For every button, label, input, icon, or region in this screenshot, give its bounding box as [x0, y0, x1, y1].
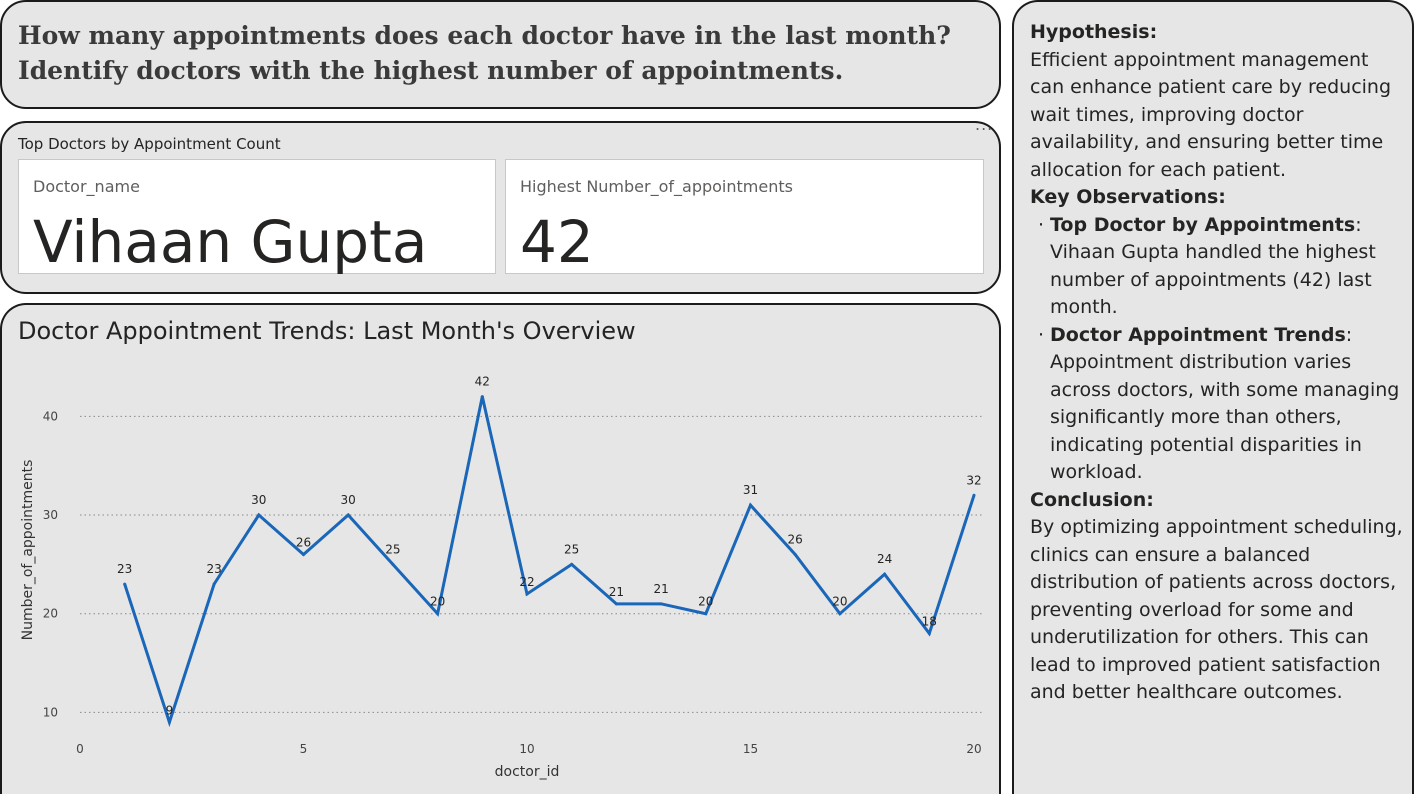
- data-point: [972, 493, 976, 497]
- bullet-icon: ·: [1038, 213, 1045, 236]
- notes-text: Hypothesis: Efficient appointment manage…: [1030, 19, 1405, 707]
- appointment-count-label: Highest Number_of_appointments: [520, 177, 793, 196]
- data-label: 21: [653, 582, 668, 596]
- notes-panel: Hypothesis: Efficient appointment manage…: [1012, 0, 1414, 794]
- hypothesis-heading: Hypothesis:: [1030, 21, 1158, 43]
- observation-item: · Doctor Appointment Trends: Appointment…: [1030, 322, 1405, 487]
- question-panel: How many appointments does each doctor h…: [0, 0, 1001, 109]
- data-point: [749, 503, 752, 507]
- data-label: 32: [966, 473, 981, 487]
- data-point: [883, 572, 887, 576]
- data-point: [838, 612, 842, 616]
- x-tick-label: 5: [300, 742, 308, 756]
- x-tick-label: 10: [519, 742, 534, 756]
- conclusion-heading: Conclusion:: [1030, 488, 1154, 511]
- data-label: 24: [877, 552, 892, 566]
- data-point: [704, 612, 708, 616]
- y-tick-label: 10: [43, 705, 58, 719]
- kpi-panel: Top Doctors by Appointment Count Doctor_…: [0, 121, 1001, 294]
- conclusion-text: By optimizing appointment scheduling, cl…: [1030, 516, 1403, 703]
- y-tick-label: 20: [43, 607, 58, 621]
- data-label: 23: [117, 562, 132, 576]
- data-label: 30: [251, 493, 266, 507]
- chart-panel: Doctor Appointment Trends: Last Month's …: [0, 303, 1001, 794]
- line-chart[interactable]: 10 20 30 40 0 5 10 15 20 doctor_id Number_of_appoi…: [2, 305, 1003, 796]
- data-point: [346, 513, 350, 517]
- kpi-title: Top Doctors by Appointment Count: [18, 135, 281, 153]
- chart-title: Doctor Appointment Trends: Last Month's …: [18, 317, 636, 345]
- x-axis-title: doctor_id: [495, 764, 560, 780]
- data-label: 26: [296, 536, 311, 550]
- observation-text: Appointment distribution varies across d…: [1050, 351, 1400, 483]
- data-label: 25: [564, 542, 579, 556]
- observation-text: Vihaan Gupta handled the highest number …: [1050, 241, 1376, 318]
- data-point: [927, 631, 931, 635]
- data-label: 23: [206, 562, 221, 576]
- data-point: [793, 553, 797, 556]
- question-text: How many appointments does each doctor h…: [18, 21, 951, 85]
- data-label: 30: [341, 493, 356, 507]
- data-label: 31: [743, 483, 758, 497]
- observation-title: Top Doctor by Appointments: [1050, 213, 1356, 236]
- data-point: [480, 395, 484, 399]
- observation-title: Doctor Appointment Trends: [1050, 323, 1346, 346]
- doctor-name-card[interactable]: Doctor_name Vihaan Gupta: [18, 159, 496, 274]
- data-point: [570, 562, 574, 566]
- data-point: [212, 582, 216, 586]
- data-point: [257, 513, 261, 517]
- y-axis-title: Number_of_appointments: [20, 460, 36, 641]
- y-tick-label: 30: [43, 508, 58, 522]
- data-label: 26: [788, 533, 803, 547]
- data-point: [302, 553, 305, 556]
- data-point: [614, 602, 618, 606]
- data-point: [123, 582, 127, 586]
- data-label: 9: [166, 703, 174, 717]
- x-tick-label: 15: [743, 742, 758, 756]
- y-tick-label: 40: [43, 409, 58, 423]
- x-tick-label: 20: [966, 742, 981, 756]
- x-tick-label: 0: [76, 742, 84, 756]
- data-label: 25: [385, 542, 400, 556]
- observation-item: · Top Doctor by Appointments: Vihaan Gup…: [1030, 212, 1405, 322]
- data-label: 42: [475, 375, 490, 389]
- bullet-icon: ·: [1038, 323, 1045, 346]
- data-label: 20: [698, 595, 713, 609]
- data-point: [436, 612, 440, 616]
- doctor-name-label: Doctor_name: [33, 177, 140, 196]
- data-point: [167, 720, 171, 724]
- observations-heading: Key Observations:: [1030, 186, 1226, 208]
- data-label: 21: [609, 585, 624, 599]
- data-label: 20: [430, 595, 445, 609]
- appointment-count-card[interactable]: Highest Number_of_appointments 42: [505, 159, 984, 274]
- series-line: [123, 396, 976, 728]
- data-label: 18: [922, 614, 937, 628]
- doctor-name-value: Vihaan Gupta: [33, 208, 428, 276]
- data-point: [525, 592, 529, 596]
- hypothesis-text: Efficient appointment management can enh…: [1030, 48, 1392, 181]
- appointment-count-value: 42: [520, 208, 594, 276]
- data-label: 20: [832, 595, 847, 609]
- more-options-icon[interactable]: ...: [975, 115, 994, 134]
- data-point: [391, 562, 395, 566]
- data-point: [659, 602, 663, 606]
- data-label: 22: [519, 575, 534, 589]
